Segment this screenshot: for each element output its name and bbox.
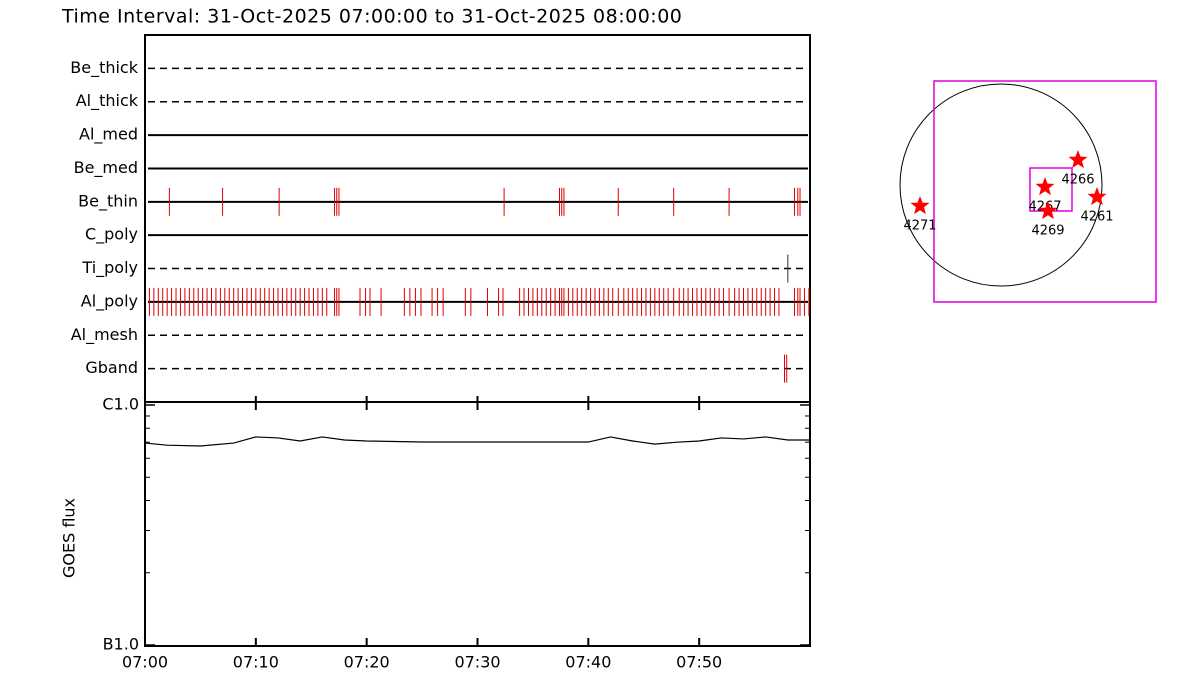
region-star [1087,187,1107,206]
region-label: 4271 [903,219,936,234]
region-star [1068,150,1088,169]
x-tick-label: 07:30 [454,653,500,672]
solar-disk [899,83,1103,287]
region-label: 4269 [1031,224,1064,239]
chart-title: Time Interval: 31-Oct-2025 07:00:00 to 3… [61,6,682,28]
region-label: 4266 [1061,173,1094,188]
row-label: C_poly [85,225,138,245]
x-tick-label: 07:00 [122,653,168,672]
row-label: Al_med [79,125,138,145]
y-tick-label: C1.0 [102,395,139,414]
x-tick-label: 07:20 [344,653,390,672]
row-label: Be_thick [70,58,138,78]
y-axis-title: GOES flux [60,498,79,578]
region-star [1038,201,1058,220]
x-tick-label: 07:40 [565,653,611,672]
x-tick-label: 07:10 [233,653,279,672]
row-label: Al_mesh [71,325,138,345]
x-tick-label: 07:50 [676,653,722,672]
row-label: Be_med [74,158,138,178]
goes-curve [144,436,810,447]
region-label: 4261 [1080,210,1113,225]
row-label: Be_thin [78,191,138,211]
y-tick-label: B1.0 [103,635,139,654]
row-label: Gband [85,358,138,377]
region-star [1035,177,1055,196]
row-label: Ti_poly [81,258,138,278]
region-star [910,196,930,215]
fov-box [933,80,1157,303]
row-label: Al_thick [76,91,139,111]
row-label: Al_poly [81,291,138,311]
